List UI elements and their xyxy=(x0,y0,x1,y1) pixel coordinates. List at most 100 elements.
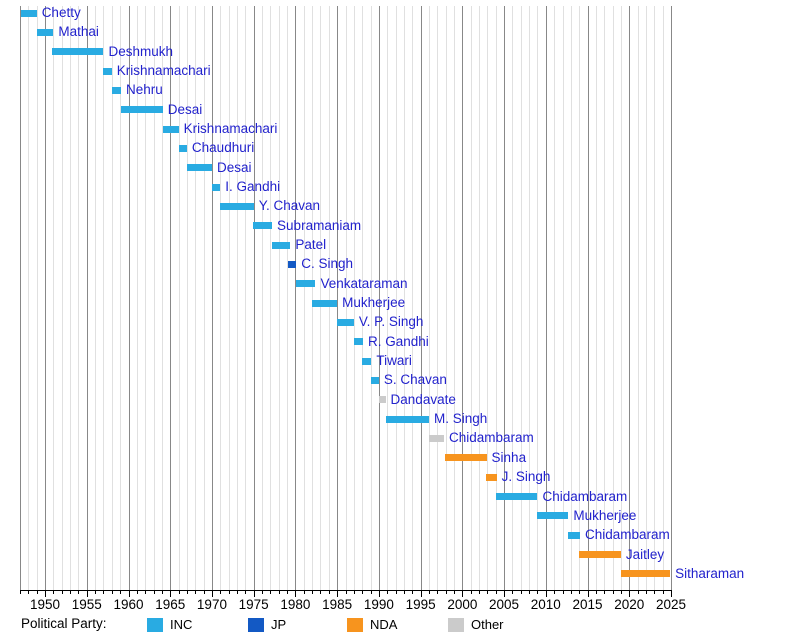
gridline-minor xyxy=(53,6,55,590)
x-tick-minor xyxy=(220,591,222,594)
gridline-minor xyxy=(412,6,414,590)
x-tick-minor xyxy=(36,591,38,594)
x-tick-minor xyxy=(495,591,497,594)
minister-label: Krishnamachari xyxy=(183,121,278,137)
timeline-bar xyxy=(51,48,104,56)
timeline-bar xyxy=(211,183,221,191)
x-tick-label: 2010 xyxy=(530,597,561,612)
legend-title: Political Party: xyxy=(21,616,107,631)
x-axis-line xyxy=(20,590,672,591)
x-tick-minor xyxy=(153,591,155,594)
gridline-minor xyxy=(287,6,289,590)
legend-label-jp: JP xyxy=(271,617,287,632)
minister-label: R. Gandhi xyxy=(368,333,429,349)
gridline-major xyxy=(420,6,422,590)
gridline-minor xyxy=(595,6,597,590)
gridline-major xyxy=(462,6,464,590)
x-tick-minor xyxy=(136,591,138,594)
gridline-minor xyxy=(620,6,622,590)
x-tick-minor xyxy=(287,591,289,594)
x-tick-minor xyxy=(28,591,30,594)
x-tick-minor xyxy=(554,591,556,594)
gridline-major xyxy=(545,6,547,590)
x-tick-major xyxy=(420,591,422,597)
gridline-minor xyxy=(554,6,556,590)
x-tick-minor xyxy=(620,591,622,594)
x-tick-minor xyxy=(145,591,147,594)
gridline-minor xyxy=(245,6,247,590)
timeline-bar xyxy=(620,570,671,578)
timeline-bar xyxy=(370,376,379,384)
x-tick-major xyxy=(45,591,47,597)
timeline-bar xyxy=(362,357,372,365)
x-tick-major xyxy=(671,591,672,597)
x-tick-label: 1960 xyxy=(113,597,144,612)
x-tick-minor xyxy=(645,591,647,594)
gridline-minor xyxy=(403,6,405,590)
gridline-minor xyxy=(320,6,322,590)
gridline-minor xyxy=(195,6,197,590)
x-tick-minor xyxy=(595,591,597,594)
minister-label: Sitharaman xyxy=(675,565,745,581)
gridline-minor xyxy=(120,6,122,590)
timeline-bar xyxy=(111,86,121,94)
x-tick-minor xyxy=(161,591,163,594)
gridline-minor xyxy=(78,6,80,590)
x-tick-minor xyxy=(245,591,247,594)
x-tick-major xyxy=(86,591,88,597)
gridline-major xyxy=(671,6,672,590)
minister-label: Deshmukh xyxy=(108,43,173,59)
minister-label: Chetty xyxy=(41,5,81,20)
x-tick-label: 1965 xyxy=(155,597,186,612)
x-tick-minor xyxy=(303,591,305,594)
x-tick-label: 1975 xyxy=(238,597,269,612)
timeline-bar xyxy=(353,338,364,346)
x-tick-major xyxy=(378,591,380,597)
gridline-major xyxy=(337,6,339,590)
gridline-minor xyxy=(111,6,113,590)
x-tick-minor xyxy=(387,591,389,594)
gridline-minor xyxy=(520,6,522,590)
gridline-minor xyxy=(579,6,581,590)
x-tick-major xyxy=(462,591,464,597)
x-tick-minor xyxy=(345,591,347,594)
minister-label: Chaudhuri xyxy=(191,140,255,156)
gridline-minor xyxy=(637,6,639,590)
x-tick-minor xyxy=(270,591,272,594)
x-tick-label: 2000 xyxy=(447,597,478,612)
gridline-minor xyxy=(136,6,138,590)
minister-label: S. Chavan xyxy=(383,372,447,388)
minister-label: Mukherjee xyxy=(342,295,406,311)
x-tick-minor xyxy=(20,591,21,594)
timeline-bar xyxy=(178,144,187,152)
x-tick-label: 1985 xyxy=(322,597,353,612)
gridline-minor xyxy=(186,6,188,590)
timeline-bar xyxy=(103,67,112,75)
x-tick-minor xyxy=(487,591,489,594)
minister-label: V. P. Singh xyxy=(358,314,424,330)
gridline-minor xyxy=(220,6,222,590)
timeline-bar xyxy=(385,415,429,423)
x-tick-major xyxy=(545,591,547,597)
gridline-minor xyxy=(445,6,447,590)
gridline-major xyxy=(86,6,88,590)
x-tick-minor xyxy=(328,591,330,594)
minister-label: Chidambaram xyxy=(542,488,628,504)
minister-label: Desai xyxy=(216,159,252,175)
minister-label: Chidambaram xyxy=(448,430,534,446)
timeline-bar xyxy=(36,28,54,36)
gridline-minor xyxy=(312,6,314,590)
x-tick-minor xyxy=(654,591,656,594)
gridline-minor xyxy=(470,6,472,590)
gridline-minor xyxy=(103,6,105,590)
legend-swatch-other xyxy=(448,618,464,632)
x-tick-minor xyxy=(445,591,447,594)
legend-swatch-nda xyxy=(347,618,363,632)
gridline-minor xyxy=(328,6,330,590)
timeline-bar xyxy=(579,551,621,559)
gridline-minor xyxy=(387,6,389,590)
x-tick-label: 2020 xyxy=(614,597,645,612)
gridline-major xyxy=(587,6,589,590)
timeline-bar xyxy=(337,318,354,326)
